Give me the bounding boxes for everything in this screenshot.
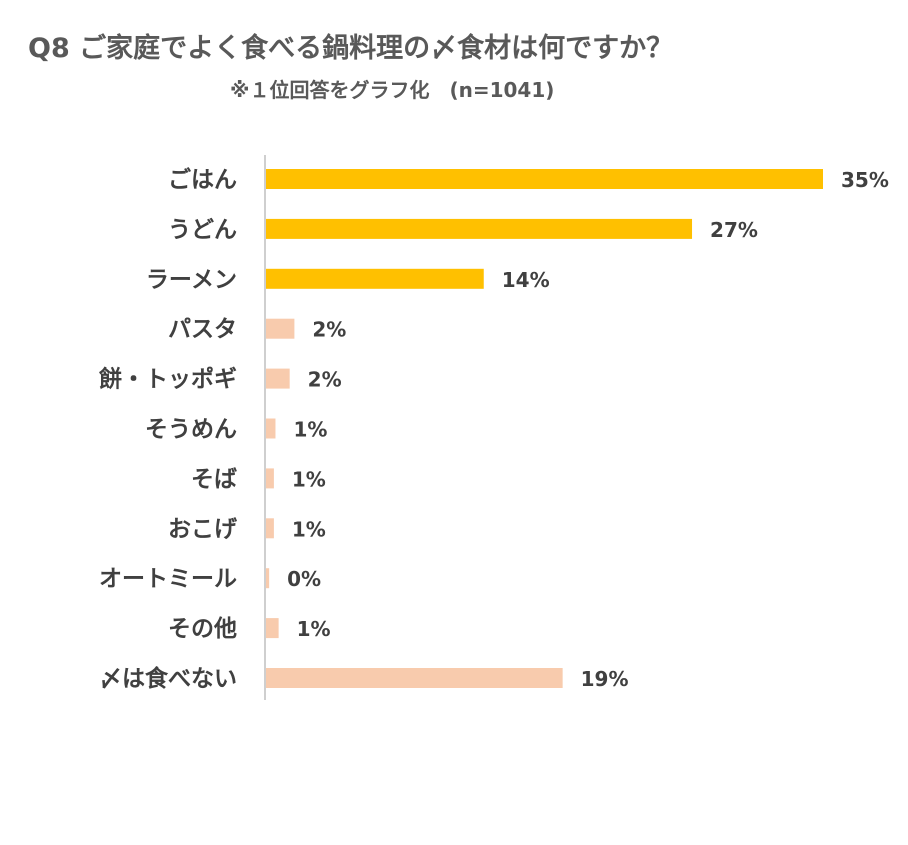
bar bbox=[266, 169, 823, 189]
chart-subtitle: ※１位回答をグラフ化 (n=1041) bbox=[230, 78, 555, 102]
value-label: 1% bbox=[292, 467, 326, 491]
category-label: パスタ bbox=[168, 317, 237, 343]
category-label: そば bbox=[191, 466, 237, 492]
bar bbox=[266, 618, 279, 639]
value-label: 1% bbox=[297, 617, 331, 641]
bars-group: ごはん 35% うどん 27% ラーメン 14% パスタ 2% 餅・トッポギ 2% そうめん 1% そば… bbox=[99, 166, 889, 692]
bar bbox=[266, 568, 270, 589]
category-label: うどん bbox=[168, 217, 237, 243]
bar bbox=[266, 268, 484, 289]
value-label: 19% bbox=[581, 667, 629, 691]
value-label: 1% bbox=[293, 418, 327, 442]
bar bbox=[266, 668, 563, 688]
bar bbox=[266, 368, 290, 389]
category-label: 〆は食べない bbox=[99, 665, 237, 692]
value-label: 2% bbox=[308, 368, 342, 392]
bar bbox=[266, 318, 295, 339]
value-label: 0% bbox=[287, 567, 321, 591]
value-label: 1% bbox=[292, 517, 326, 541]
category-label: ラーメン bbox=[146, 267, 237, 293]
category-label: その他 bbox=[168, 616, 237, 642]
category-label: オートミール bbox=[99, 566, 237, 592]
value-label: 27% bbox=[710, 218, 758, 242]
value-label: 35% bbox=[841, 168, 889, 192]
category-label: おこげ bbox=[168, 516, 238, 542]
bar bbox=[266, 468, 274, 489]
chart-title: Q8 ご家庭でよく食べる鍋料理の〆食材は何ですか？ bbox=[28, 33, 674, 64]
bar bbox=[266, 518, 274, 539]
bar bbox=[266, 218, 693, 239]
category-label: ごはん bbox=[168, 166, 237, 193]
value-label: 2% bbox=[312, 318, 346, 342]
value-label: 14% bbox=[502, 268, 550, 292]
category-label: そうめん bbox=[145, 417, 237, 443]
category-label: 餅・トッポギ bbox=[99, 366, 237, 393]
bar bbox=[266, 418, 276, 439]
